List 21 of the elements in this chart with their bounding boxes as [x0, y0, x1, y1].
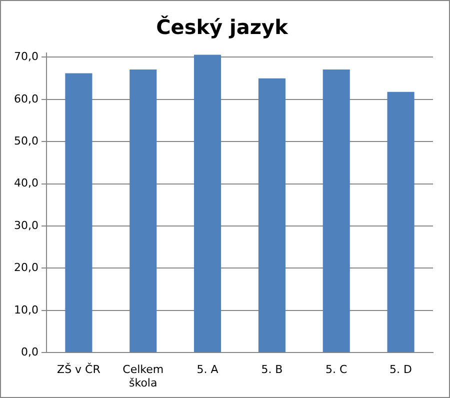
y-tick-label: 70,0	[14, 50, 38, 64]
bar	[387, 92, 414, 352]
bar	[194, 54, 222, 352]
y-tick-label: 0,0	[20, 345, 38, 358]
bar	[130, 69, 157, 352]
x-tick-label: ZŠ v ČR	[57, 362, 101, 376]
y-tick-label: 60,0	[14, 92, 38, 106]
x-tick-label: 5. A	[196, 363, 219, 376]
bar	[258, 78, 286, 352]
y-tick-label: 40,0	[14, 176, 38, 190]
y-tick-label: 20,0	[14, 261, 38, 274]
chart-title: Český jazyk	[156, 15, 289, 40]
bar	[65, 73, 92, 352]
y-tick-label: 50,0	[14, 134, 38, 148]
y-tick-label: 30,0	[14, 218, 38, 232]
y-tick-label: 10,0	[14, 303, 38, 316]
x-tick-label: 5. B	[261, 363, 283, 376]
x-tick-label: Celkem škola	[122, 363, 164, 390]
x-tick-label: 5. D	[390, 363, 412, 376]
x-tick-label: 5. C	[326, 363, 348, 376]
bar	[322, 69, 350, 352]
